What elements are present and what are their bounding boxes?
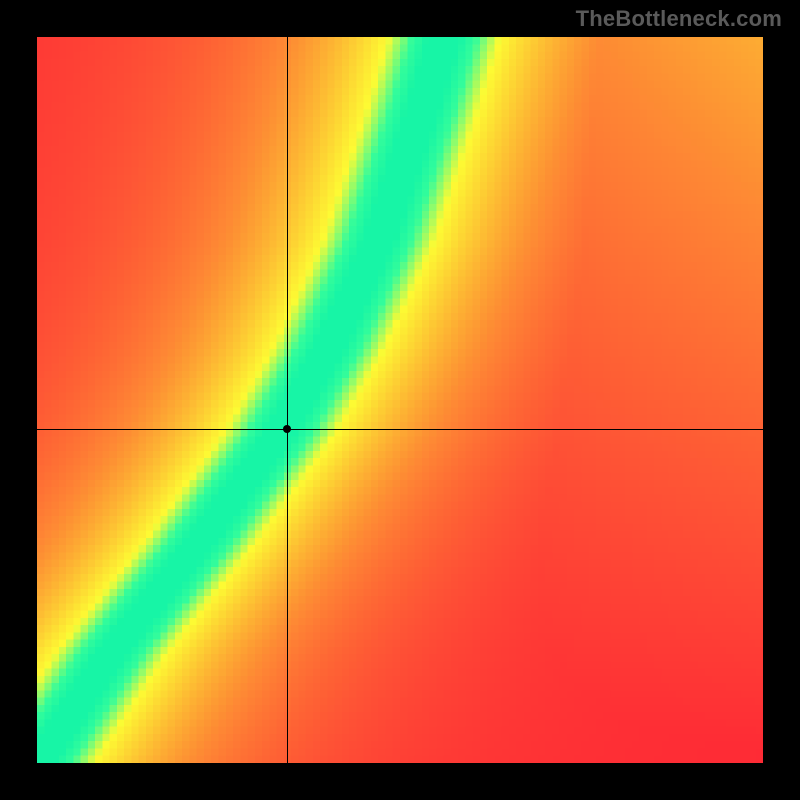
bottleneck-heatmap (37, 37, 763, 763)
crosshair-marker (283, 425, 291, 433)
watermark-text: TheBottleneck.com (576, 6, 782, 32)
crosshair-vertical (287, 37, 288, 763)
crosshair-horizontal (37, 429, 763, 430)
